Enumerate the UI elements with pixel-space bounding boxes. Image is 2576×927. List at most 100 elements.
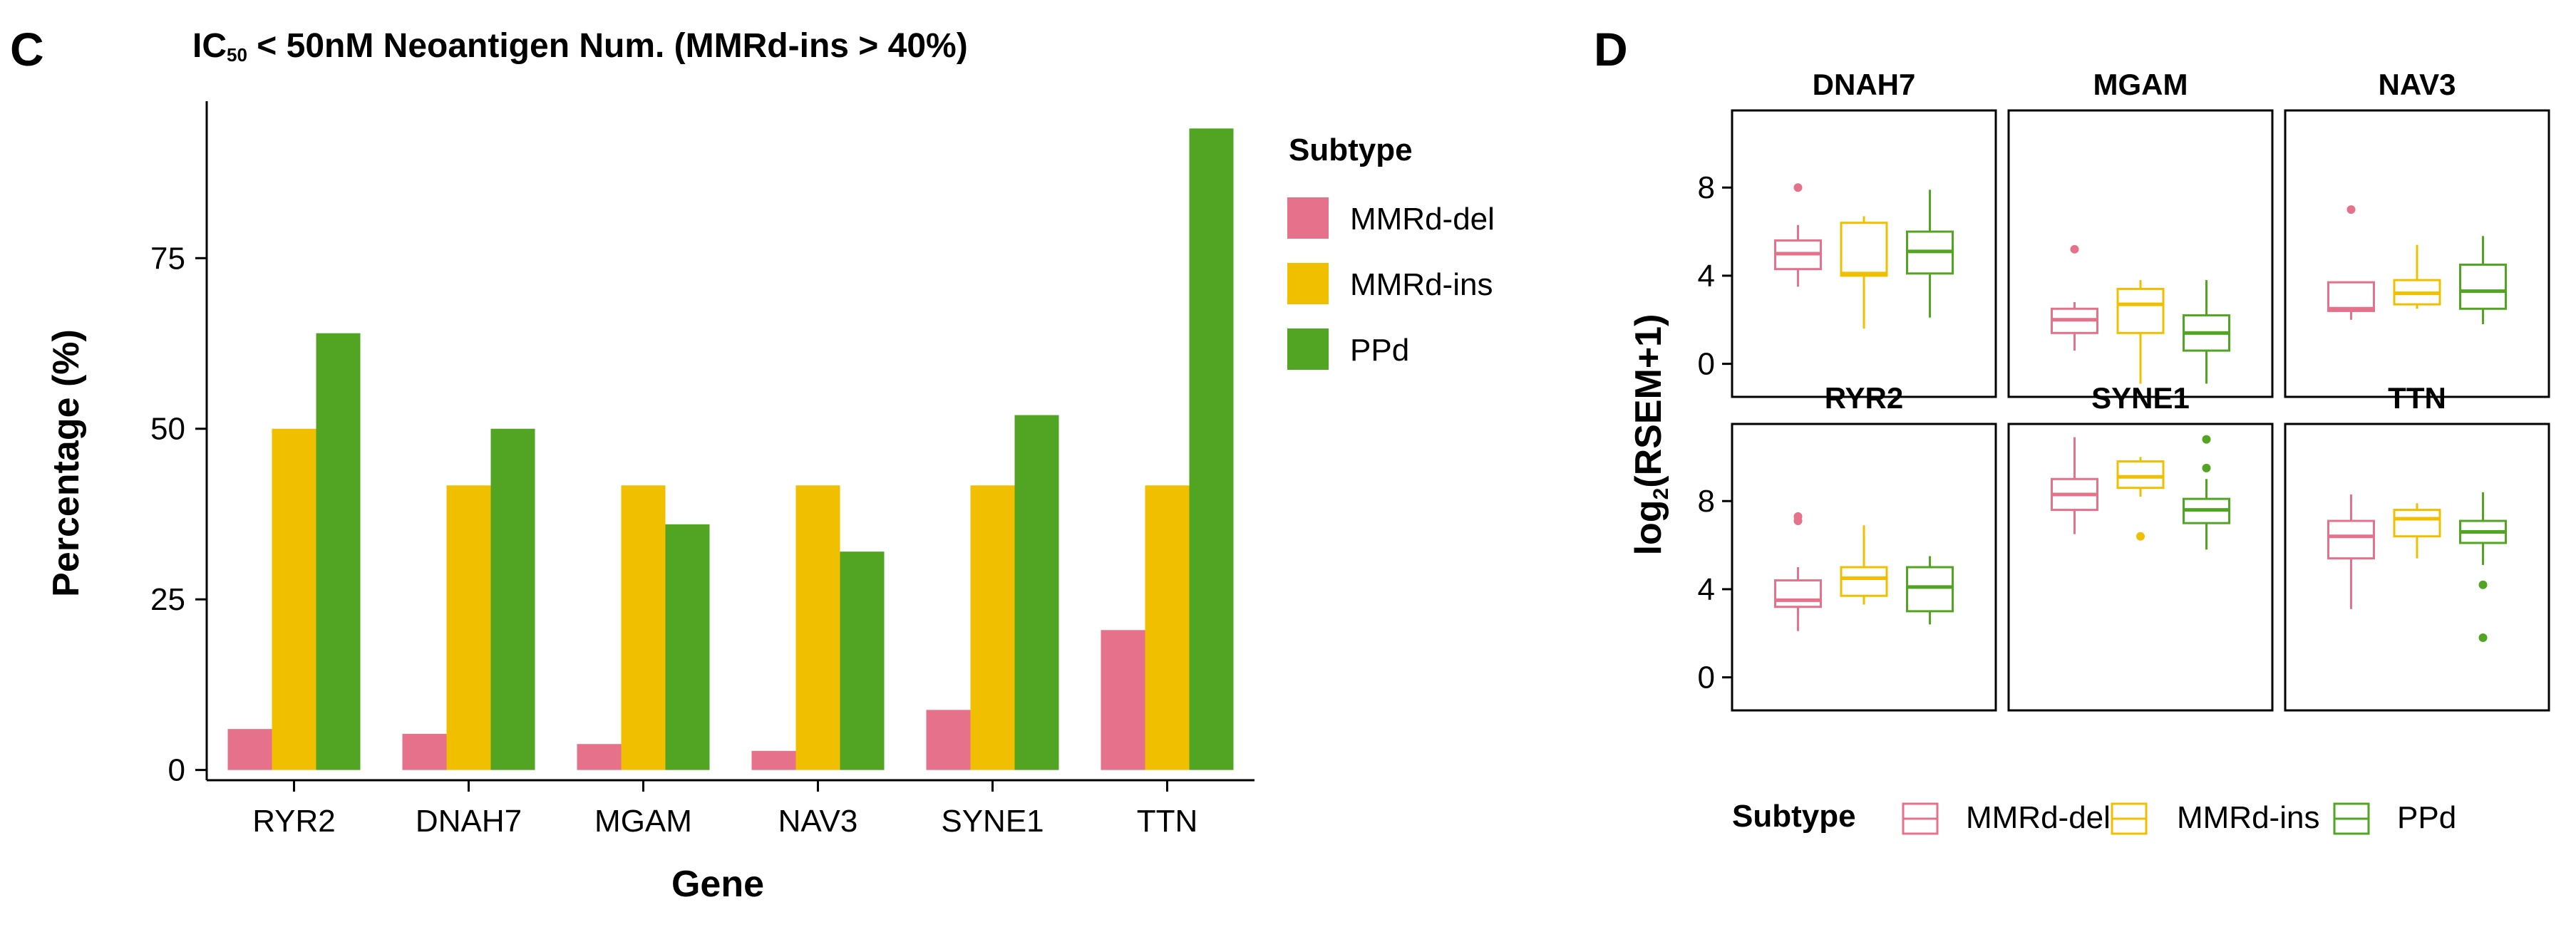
y-tick-label: 0: [168, 753, 185, 788]
box-iqr: [2116, 287, 2165, 334]
box-ttn-ppd: [2459, 492, 2507, 642]
facet-strip-label: TTN: [2388, 381, 2446, 415]
facet-nav3: NAV3: [2284, 68, 2550, 398]
box-legend-label-mmrd-del: MMRd-del: [1966, 800, 2111, 835]
facet-frame: [2284, 423, 2550, 712]
bar-ryr2-mmrd-del: [227, 729, 272, 770]
bar-legend-label-mmrd-ins: MMRd-ins: [1350, 267, 1493, 302]
box-dnah7-ppd: [1906, 190, 1954, 318]
bar-ttn-ppd: [1189, 128, 1234, 770]
bar-dnah7-mmrd-del: [402, 733, 447, 770]
facet-strip-label: MGAM: [2093, 68, 2188, 101]
facet-strip-label: RYR2: [1825, 381, 1903, 415]
box-iqr: [1840, 222, 1888, 277]
facet-strip-label: DNAH7: [1813, 68, 1916, 101]
bar-chart-plot-area: [227, 128, 1234, 770]
bar-nav3-mmrd-del: [751, 750, 796, 770]
box-ttn-mmrd-ins: [2393, 503, 2441, 559]
y-tick-label: 0: [1698, 347, 1715, 382]
bar-syne1-mmrd-del: [926, 710, 971, 770]
facet-mgam: MGAM: [2007, 68, 2274, 398]
box-nav3-mmrd-ins: [2393, 244, 2441, 309]
box-iqr: [2459, 263, 2507, 310]
y-tick-label: 8: [1698, 170, 1715, 205]
box-iqr: [2393, 509, 2441, 538]
bar-ryr2-ppd: [316, 333, 361, 770]
x-tick-label-ttn: TTN: [1137, 804, 1198, 839]
bar-chart-y-ticks: 0 25 50 75: [150, 241, 207, 788]
box-legend-label-mmrd-ins: MMRd-ins: [2177, 800, 2319, 835]
panel-c-letter: C: [10, 23, 44, 76]
facet-frame: [2007, 423, 2274, 712]
y-tick-label: 50: [150, 412, 185, 447]
outlier-point: [1793, 183, 1803, 192]
facet-frame: [2284, 109, 2550, 398]
box-iqr: [1840, 566, 1888, 597]
box-dnah7-mmrd-del: [1774, 183, 1822, 287]
boxplot-facets: DNAH7 0 4 8 MGAM NAV3 RYR2 0 4 8 SYNE1 TTN: [1698, 68, 2550, 712]
box-syne1-mmrd-ins: [2116, 457, 2165, 541]
outlier-point: [2070, 244, 2079, 254]
outlier-point: [1793, 512, 1803, 521]
x-tick-label-nav3: NAV3: [778, 804, 858, 839]
x-tick-label-mgam: MGAM: [594, 804, 692, 839]
box-legend-key-mmrd-del: [1902, 802, 1939, 835]
outlier-point: [2202, 435, 2211, 444]
bar-legend-key-mmrd-del: [1287, 197, 1329, 239]
box-ryr2-ppd: [1906, 556, 1954, 625]
bar-syne1-mmrd-ins: [970, 485, 1015, 770]
box-mgam-mmrd-del: [2051, 244, 2098, 351]
y-tick-label: 25: [150, 582, 185, 617]
box-syne1-ppd: [2183, 435, 2230, 550]
y-tick-label: 4: [1698, 259, 1715, 294]
box-iqr: [2327, 519, 2375, 560]
bar-ttn-mmrd-ins: [1145, 485, 1190, 770]
bar-legend-label-ppd: PPd: [1350, 333, 1409, 368]
facet-strip-label: NAV3: [2379, 68, 2456, 101]
box-legend-key-mmrd-ins: [2111, 802, 2148, 835]
bar-nav3-mmrd-ins: [795, 485, 840, 770]
bar-nav3-ppd: [840, 551, 885, 770]
bar-chart-title: IC50 < 50nM Neoantigen Num. (MMRd-ins > …: [192, 27, 968, 66]
bar-syne1-ppd: [1014, 415, 1059, 770]
bar-ttn-mmrd-del: [1101, 630, 1145, 770]
bar-chart-y-axis-title: Percentage (%): [46, 329, 87, 597]
box-iqr: [2116, 460, 2165, 490]
bar-chart-legend: Subtype MMRd-del MMRd-ins PPd: [1287, 133, 1495, 370]
box-mgam-mmrd-ins: [2116, 280, 2165, 384]
facet-ryr2: RYR2 0 4 8: [1698, 381, 1997, 712]
facet-syne1: SYNE1: [2007, 381, 2274, 712]
y-tick-label: 75: [150, 241, 185, 276]
box-iqr: [2327, 281, 2375, 312]
bar-ryr2-mmrd-ins: [272, 428, 316, 770]
bar-dnah7-mmrd-ins: [446, 485, 491, 770]
outlier-point: [2202, 463, 2211, 472]
box-syne1-mmrd-del: [2051, 437, 2098, 534]
box-legend-key-ppd: [2333, 802, 2370, 835]
facet-ttn: TTN: [2284, 381, 2550, 712]
bar-legend-title: Subtype: [1289, 133, 1413, 167]
box-legend-title: Subtype: [1732, 799, 1856, 834]
bar-chart-x-ticks: RYR2 DNAH7 MGAM NAV3 SYNE1 TTN: [252, 780, 1197, 839]
bar-chart-x-axis-title: Gene: [671, 864, 764, 905]
box-iqr: [1906, 566, 1954, 613]
y-tick-label: 0: [1698, 661, 1715, 695]
bar-dnah7-ppd: [490, 428, 535, 770]
box-iqr: [1774, 579, 1822, 608]
bar-mgam-mmrd-del: [577, 744, 622, 770]
box-ryr2-mmrd-ins: [1840, 525, 1888, 605]
outlier-point: [2478, 633, 2488, 642]
outlier-point: [2346, 205, 2356, 214]
box-nav3-mmrd-del: [2327, 205, 2375, 320]
box-dnah7-mmrd-ins: [1840, 216, 1888, 329]
facet-frame: [1731, 109, 1997, 398]
box-ttn-mmrd-del: [2327, 494, 2375, 609]
x-tick-label-dnah7: DNAH7: [416, 804, 522, 839]
box-legend-label-ppd: PPd: [2397, 800, 2456, 835]
x-tick-label-syne1: SYNE1: [941, 804, 1044, 839]
bar-legend-key-ppd: [1287, 328, 1329, 370]
facet-strip-label: SYNE1: [2091, 381, 2190, 415]
bar-mgam-ppd: [665, 524, 710, 770]
bar-mgam-mmrd-ins: [621, 485, 666, 770]
